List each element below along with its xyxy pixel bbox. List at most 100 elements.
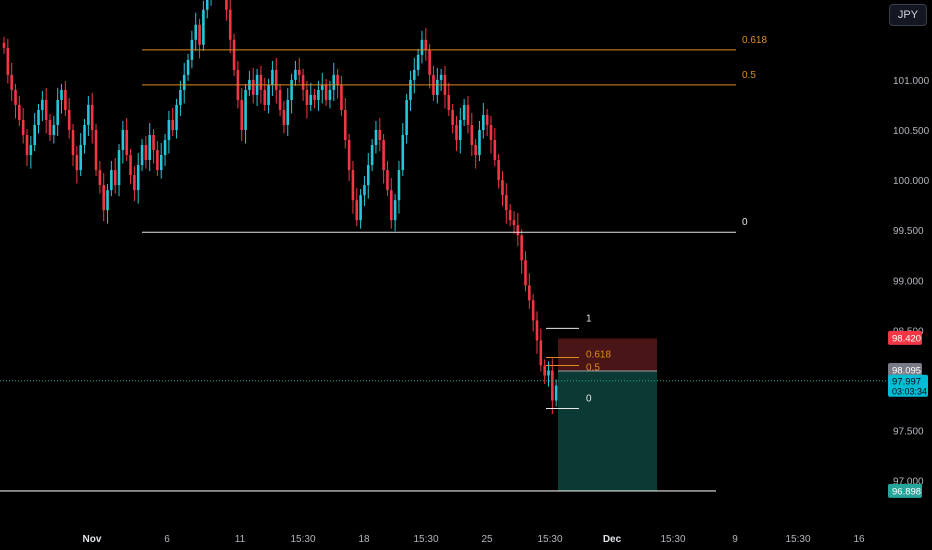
candle-body	[121, 130, 125, 151]
candle-body	[309, 94, 313, 105]
candle-body	[489, 124, 493, 141]
candle-body	[459, 119, 462, 141]
candle-body	[359, 195, 362, 221]
candle-body	[493, 140, 497, 161]
candle-body	[516, 225, 520, 236]
candle-body	[297, 69, 301, 75]
candle-body	[370, 145, 374, 166]
candle-body	[505, 195, 508, 211]
candle-body	[75, 155, 79, 171]
candle-body	[156, 150, 159, 171]
fib-lower-label: 0.5	[586, 362, 600, 373]
candle-body	[485, 114, 489, 125]
candle-body	[251, 79, 255, 95]
candle-body	[393, 200, 397, 221]
stop-price-badge-text: 98.420	[892, 333, 921, 344]
candle-body	[67, 109, 71, 130]
candle-body	[528, 285, 531, 301]
current-price-badge-bg	[888, 374, 928, 397]
candle-body	[6, 47, 10, 75]
candle-body	[228, 9, 232, 40]
candle-body	[271, 69, 274, 85]
currency-button[interactable]: JPY	[889, 4, 927, 26]
candle-body	[374, 130, 378, 146]
time-tick-label: 15:30	[660, 534, 685, 545]
price-tick-label: 97.500	[893, 427, 924, 438]
price-tick-label: 100.000	[893, 176, 930, 187]
price-tick-label: 100.500	[893, 126, 930, 137]
time-tick-label: 11	[235, 534, 246, 545]
candle-body	[317, 89, 320, 100]
candle-body	[186, 59, 190, 75]
candle-body	[554, 385, 558, 401]
stop-price-badge-bg	[888, 330, 922, 345]
candle-body	[202, 9, 205, 45]
candle-body	[451, 109, 454, 125]
candle-body	[409, 79, 412, 100]
candle-body	[163, 140, 167, 156]
candle-body	[420, 39, 424, 55]
candle-body	[263, 89, 267, 105]
candle-body	[182, 74, 186, 90]
candle-body	[106, 190, 109, 211]
time-axis: Nov 6 11 15:30 18 15:30 25 15:30 Dec 15:30 9 15:30 1…	[83, 534, 865, 545]
candle-body	[282, 109, 286, 125]
candle-body	[466, 104, 470, 125]
candle-body	[37, 109, 40, 125]
candle-body	[386, 170, 389, 191]
candle-body	[205, 0, 209, 10]
candle-body	[140, 145, 144, 166]
candle-body	[94, 130, 98, 171]
candle-body	[401, 135, 405, 171]
candle-body	[48, 119, 52, 136]
candle-body	[366, 165, 370, 186]
candle-body	[18, 104, 21, 120]
candle-body	[244, 89, 247, 130]
candle-body	[2, 42, 6, 48]
candle-body	[117, 150, 121, 186]
candle-body	[152, 135, 155, 151]
candle-body	[547, 370, 550, 376]
candle-body	[136, 165, 140, 191]
candle-body	[378, 130, 382, 141]
candle-body	[539, 340, 543, 366]
candle-body	[171, 119, 175, 130]
candle-body	[520, 235, 523, 261]
drawing-overlays: 0.618 0.5 0 1 0.618 0.5 0	[0, 35, 888, 492]
candle-body	[102, 185, 105, 211]
candle-body	[175, 104, 178, 130]
candle-body	[332, 74, 336, 90]
candle-body	[543, 365, 546, 376]
candle-body	[60, 89, 63, 100]
candle-body	[10, 74, 13, 90]
candle-body	[144, 145, 148, 161]
candle-body	[267, 84, 270, 105]
candle-body	[424, 39, 428, 50]
candle-body	[355, 200, 359, 221]
candle-body	[435, 79, 439, 95]
fib-upper-label: 0	[742, 217, 748, 228]
candle-body	[41, 99, 44, 110]
candle-body	[531, 300, 535, 321]
candle-body	[79, 145, 82, 171]
candle-body	[305, 89, 309, 105]
candle-body	[129, 155, 132, 176]
candle-body	[29, 145, 33, 156]
time-tick-label: 15:30	[413, 534, 438, 545]
countdown-text: 03:03:34	[892, 386, 927, 396]
candle-body	[474, 145, 477, 156]
candle-body	[439, 74, 443, 80]
target-price-badge-bg	[888, 483, 922, 498]
candle-body	[159, 155, 163, 171]
entry-price-badge-bg	[888, 362, 922, 377]
candle-body	[416, 54, 420, 70]
candle-body	[535, 320, 539, 341]
candle-body	[405, 99, 408, 136]
candle-body	[482, 114, 485, 130]
candle-body	[240, 99, 244, 130]
candle-body	[90, 104, 94, 130]
candle-body	[301, 74, 305, 90]
time-tick-label: 15:30	[537, 534, 562, 545]
entry-price-badge-text: 98.095	[892, 365, 921, 376]
